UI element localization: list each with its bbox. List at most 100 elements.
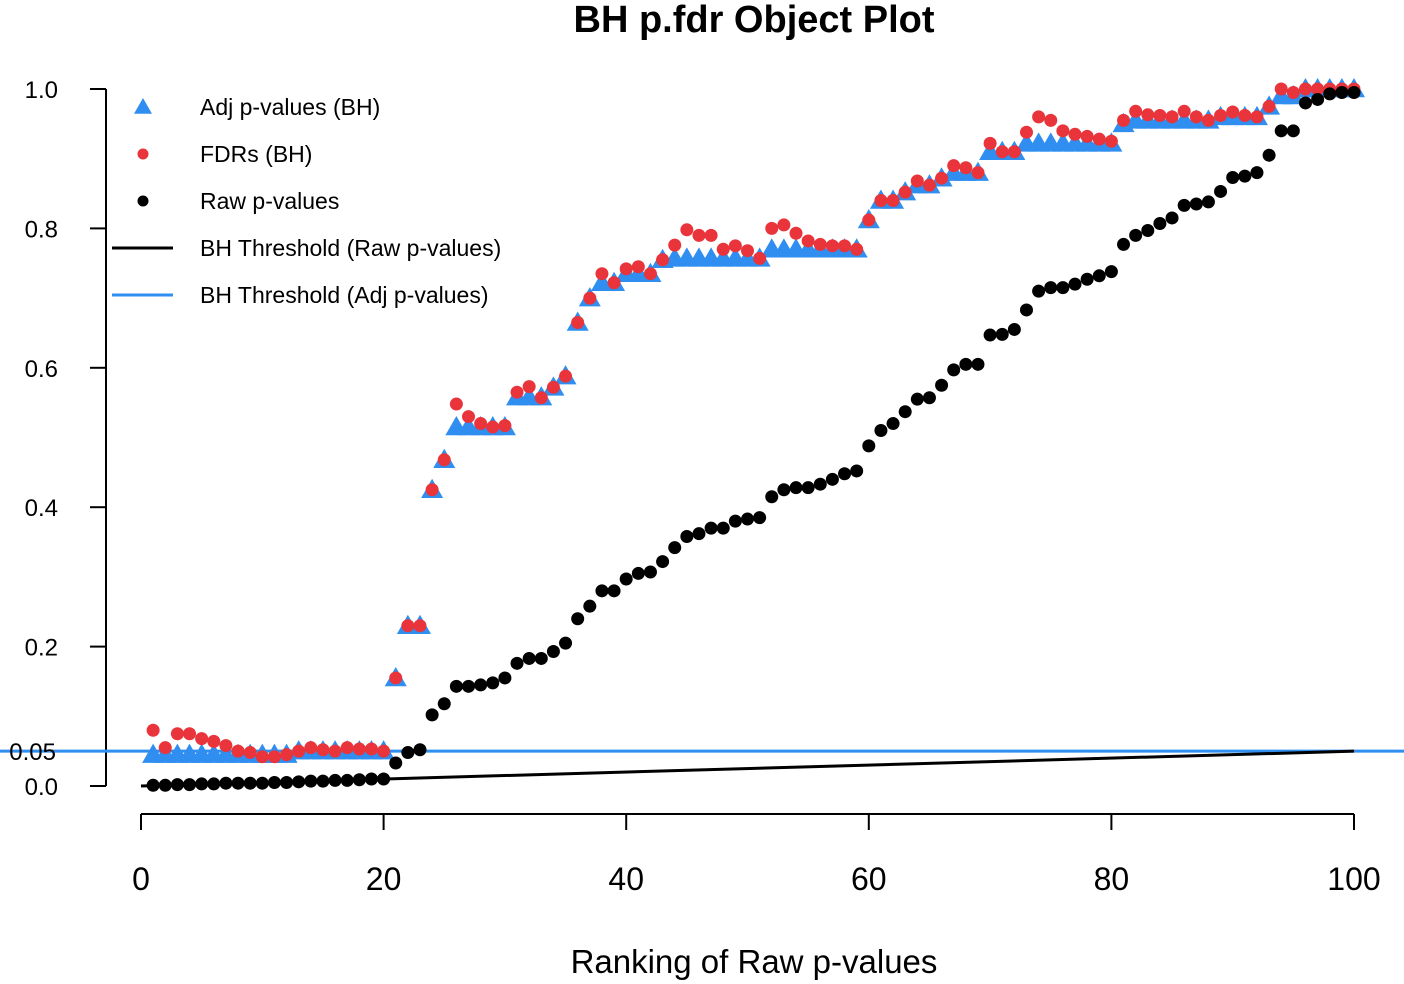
fdr-point <box>1153 108 1167 122</box>
fdr-point <box>158 741 172 755</box>
raw-p-value-point <box>922 391 936 405</box>
fdr-point <box>170 727 184 741</box>
raw-p-value-point <box>971 357 985 371</box>
legend-dot-icon <box>137 195 149 207</box>
raw-p-value-point <box>474 678 488 692</box>
fdr-point <box>340 741 354 755</box>
fdr-point <box>971 166 985 180</box>
raw-p-value-point <box>207 777 221 791</box>
raw-p-value-point <box>838 467 852 481</box>
fdr-point <box>546 380 560 394</box>
legend: Adj p-values (BH) FDRs (BH) Raw p-values BH… <box>112 94 501 308</box>
fdr-point <box>413 619 427 633</box>
fdr-point <box>304 741 318 755</box>
y-tick-label: 1.0 <box>25 77 58 104</box>
raw-p-value-point <box>1311 92 1325 106</box>
raw-p-value-point <box>1007 322 1021 336</box>
fdr-point <box>595 267 609 281</box>
fdr-point <box>1238 108 1252 122</box>
fdr-point <box>437 453 451 467</box>
raw-p-value-point <box>292 775 306 789</box>
x-tick-label: 40 <box>608 861 644 897</box>
fdr-point <box>231 744 245 758</box>
fdr-point <box>1044 113 1058 127</box>
fdr-point <box>1019 125 1033 139</box>
raw-p-value-point <box>643 565 657 579</box>
fdr-point <box>449 397 463 411</box>
fdr-point <box>267 750 281 764</box>
raw-p-value-point <box>983 328 997 342</box>
raw-p-value-point <box>413 743 427 757</box>
fdr-point <box>995 145 1009 159</box>
legend-label: BH Threshold (Raw p-values) <box>200 235 501 261</box>
raw-p-value-point <box>340 773 354 787</box>
raw-p-value-point <box>825 472 839 486</box>
threshold-value-label: 0.05 <box>9 739 56 766</box>
fdr-point <box>910 174 924 188</box>
raw-p-value-point <box>1141 223 1155 237</box>
raw-p-value-point <box>741 512 754 526</box>
raw-p-value-point <box>559 636 573 650</box>
fdr-point <box>1104 134 1118 148</box>
fdr-point <box>1056 124 1070 138</box>
legend-item: FDRs (BH) <box>137 141 312 167</box>
x-tick-label: 20 <box>366 861 402 897</box>
raw-p-value-point <box>789 481 803 495</box>
legend-label: FDRs (BH) <box>200 141 312 167</box>
raw-p-value-point <box>704 521 718 535</box>
raw-p-value-point <box>352 773 366 787</box>
fdr-point <box>801 234 815 248</box>
y-tick-label: 0.0 <box>25 774 58 801</box>
legend-triangle-icon <box>134 98 152 114</box>
legend-label: BH Threshold (Adj p-values) <box>200 282 488 308</box>
y-tick-label: 0.6 <box>25 356 58 383</box>
fdr-point <box>753 251 767 265</box>
fdr-point <box>692 228 706 242</box>
fdr-series <box>146 82 1361 764</box>
raw-p-value-point <box>304 774 318 788</box>
raw-p-value-point <box>656 555 670 569</box>
fdr-point <box>850 242 864 256</box>
fdr-point <box>1068 127 1082 141</box>
raw-p-value-point <box>546 644 560 658</box>
fdr-point <box>656 253 670 267</box>
raw-p-value-point <box>862 439 876 453</box>
fdr-point <box>364 742 378 756</box>
legend-label: Adj p-values (BH) <box>200 94 380 120</box>
x-tick-label: 80 <box>1094 861 1130 897</box>
fdr-point <box>716 242 730 256</box>
raw-p-value-point <box>158 778 172 792</box>
raw-p-value-point <box>1092 269 1106 283</box>
raw-p-value-point <box>595 584 609 598</box>
fdr-point <box>207 734 221 748</box>
raw-p-value-point <box>692 527 706 541</box>
fdr-point <box>741 244 754 258</box>
raw-p-value-point <box>668 541 682 555</box>
fdr-point <box>1129 104 1143 118</box>
adj-p-values-series <box>142 78 1365 763</box>
raw-p-value-point <box>995 327 1009 341</box>
raw-p-value-point <box>947 363 961 377</box>
legend-item: Raw p-values <box>137 188 339 214</box>
fdr-point <box>1201 113 1215 127</box>
raw-p-value-point <box>522 651 536 665</box>
fdr-point <box>1165 110 1179 124</box>
raw-p-value-point <box>1323 87 1337 101</box>
raw-p-value-point <box>765 490 779 504</box>
fdr-point <box>534 391 548 405</box>
fdr-point <box>1311 82 1325 96</box>
raw-p-value-point <box>280 776 294 790</box>
raw-p-value-point <box>534 651 548 665</box>
raw-p-value-point <box>243 776 257 790</box>
fdr-point <box>1007 145 1021 159</box>
raw-p-value-point <box>389 756 403 770</box>
fdr-point <box>862 213 876 227</box>
raw-p-value-point <box>1165 211 1179 225</box>
raw-p-value-point <box>462 679 476 693</box>
raw-p-value-point <box>959 357 973 371</box>
raw-p-value-point <box>255 776 269 790</box>
fdr-point <box>425 483 439 497</box>
fdr-point <box>1214 108 1228 122</box>
legend-item: BH Threshold (Adj p-values) <box>112 282 488 308</box>
